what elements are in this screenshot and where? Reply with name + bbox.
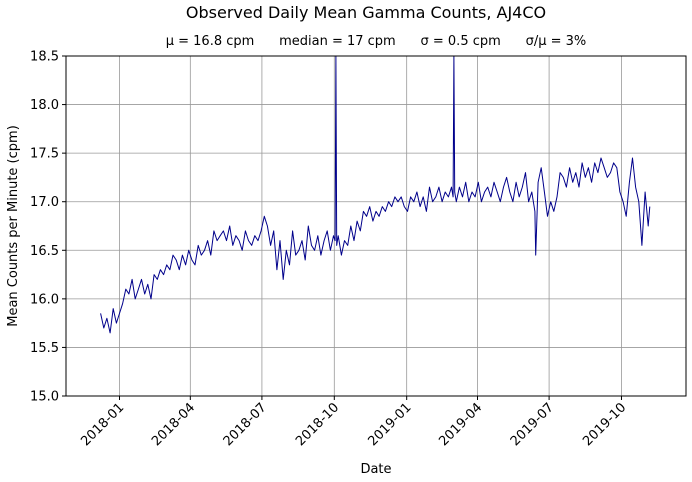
series-layer bbox=[100, 56, 651, 334]
y-tick-label: 18.5 bbox=[30, 50, 59, 65]
plot-frame bbox=[65, 55, 687, 397]
chart-title: Observed Daily Mean Gamma Counts, AJ4CO bbox=[186, 3, 546, 22]
grid-lines bbox=[66, 55, 686, 397]
y-tick-label: 18.0 bbox=[30, 98, 59, 113]
y-axis-label: Mean Counts per Minute (cpm) bbox=[6, 125, 21, 327]
y-tick-label: 15.0 bbox=[30, 390, 59, 405]
y-tick-label: 17.5 bbox=[30, 147, 59, 162]
y-tick-label: 16.5 bbox=[30, 244, 59, 259]
y-tick-label: 15.5 bbox=[30, 341, 59, 356]
y-tick-label: 17.0 bbox=[30, 195, 59, 210]
y-tick-label: 16.0 bbox=[30, 292, 59, 307]
y-axis: 15.0 15.5 16.0 16.5 17.0 17.5 18.0 18.5 bbox=[30, 50, 66, 405]
series-line-0 bbox=[100, 56, 651, 334]
x-axis-label: Date bbox=[360, 462, 391, 477]
chart-subtitle: μ = 16.8 cpm median = 17 cpm σ = 0.5 cpm… bbox=[166, 34, 587, 49]
